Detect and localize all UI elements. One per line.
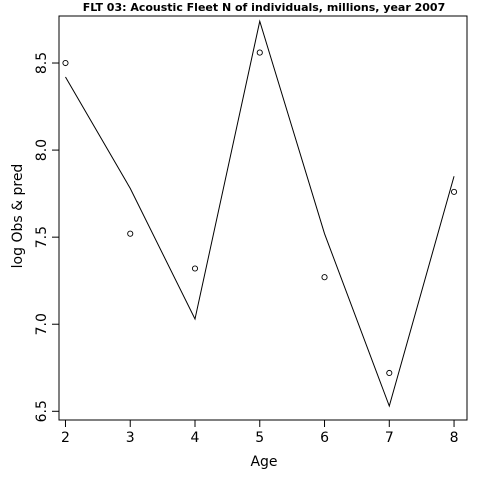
x-tick-label: 7 xyxy=(385,430,394,446)
y-tick-label: 6.5 xyxy=(34,400,50,422)
series-layer xyxy=(62,19,458,408)
x-tick-label: 4 xyxy=(191,430,200,446)
observed-point xyxy=(450,188,458,195)
observed-point xyxy=(321,274,328,281)
x-tick-label: 2 xyxy=(61,430,70,446)
x-axis: 2 3 4 5 6 7 8 xyxy=(61,420,459,446)
plot-frame xyxy=(58,15,468,421)
y-tick-label: 7.5 xyxy=(34,226,50,248)
x-tick-label: 6 xyxy=(320,430,329,446)
x-axis-label: Age xyxy=(250,454,277,470)
chart-title: FLT 03: Acoustic Fleet N of individuals,… xyxy=(83,1,445,14)
y-tick-label: 7.0 xyxy=(34,313,50,335)
observed-point xyxy=(256,49,263,56)
y-tick-label: 8.5 xyxy=(34,52,50,74)
observed-point xyxy=(191,265,199,272)
y-axis: 6.5 7.0 7.5 8.0 8.5 xyxy=(34,52,59,422)
y-axis-label: log Obs & pred xyxy=(10,164,26,269)
observed-point xyxy=(386,369,393,377)
y-tick-label: 8.0 xyxy=(34,139,50,161)
observed-point xyxy=(62,59,69,67)
x-tick-label: 5 xyxy=(255,430,264,446)
x-tick-label: 3 xyxy=(126,430,135,446)
observed-point xyxy=(127,230,134,237)
x-tick-label: 8 xyxy=(450,430,459,446)
predicted-line xyxy=(65,19,455,408)
